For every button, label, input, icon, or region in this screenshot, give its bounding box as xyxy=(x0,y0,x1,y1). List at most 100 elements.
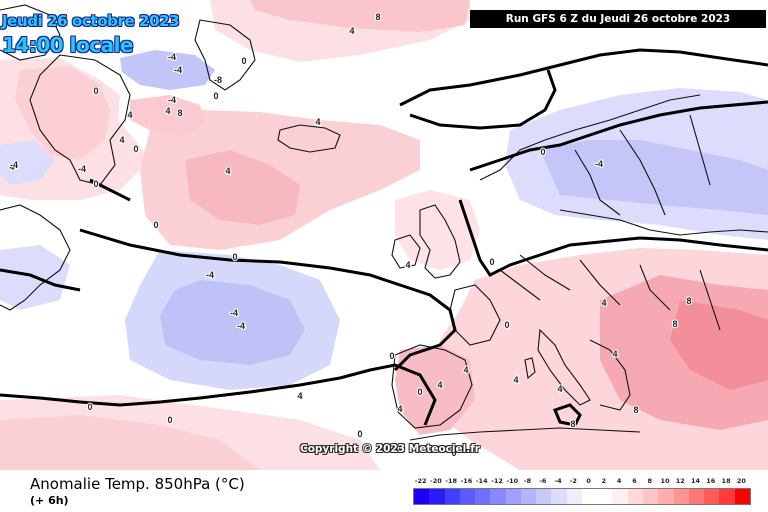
legend-label: 10 xyxy=(660,477,670,485)
legend-swatch xyxy=(612,489,628,504)
contour-label: -4 xyxy=(230,308,238,318)
anomaly-map: 8 4 0 -4 -4 4 4 8 0 4 0 0 -4 0 4 -4 -4 -4 0 4 4 -4 0 -8 -4 0 -4 0 4 0… xyxy=(0,0,768,470)
contour-label: 0 xyxy=(451,448,456,458)
cold-anomaly-baffin xyxy=(120,50,215,90)
legend-swatch xyxy=(658,489,674,504)
legend-label: -20 xyxy=(430,477,442,485)
italy-coast xyxy=(537,328,591,406)
contour-label: 0 xyxy=(87,402,92,412)
zero-anomaly-contour xyxy=(0,48,768,427)
cold-anomaly-labrador xyxy=(0,140,55,185)
contour-label: 0 xyxy=(133,144,138,154)
legend-swatch xyxy=(520,489,537,504)
warm-anomaly-south-core xyxy=(0,415,260,470)
contour-label: 0 xyxy=(417,387,422,397)
zero-contour-arctic-north xyxy=(409,69,557,130)
contour-label: -4 xyxy=(168,52,176,62)
warm-anomaly-north-strong xyxy=(250,0,470,32)
canada-arctic-coast xyxy=(0,4,61,61)
contour-label: 8 xyxy=(672,319,677,329)
contour-label: 0 xyxy=(504,320,509,330)
contour-label: 4 xyxy=(437,380,442,390)
legend-label: -14 xyxy=(475,477,488,485)
legend-swatch xyxy=(566,489,582,504)
contour-label: 4 xyxy=(165,106,170,116)
zero-contour-labrador xyxy=(89,178,131,202)
coastlines xyxy=(0,4,768,441)
forecast-step: (+ 6h) xyxy=(30,494,69,507)
contour-label: -4 xyxy=(174,65,182,75)
contour-label: 0 xyxy=(389,351,394,361)
legend-swatch xyxy=(475,489,491,504)
legend-swatch xyxy=(551,489,567,504)
legend-labels: -22 -20 -18 -16 -14 -12 -10 -8 -6 -4 -2 0 2 4 6 8 10 12 14… xyxy=(413,477,749,487)
contour-label: 4 xyxy=(225,166,230,176)
legend-label: 20 xyxy=(736,477,746,485)
legend-label: -16 xyxy=(460,477,473,485)
zero-contour-arctic xyxy=(399,48,768,107)
contour-label: 8 xyxy=(686,296,691,306)
legend-label: -6 xyxy=(539,477,547,485)
contour-label: 0 xyxy=(93,86,98,96)
contour-label: 0 xyxy=(540,147,545,157)
legend-label: -2 xyxy=(569,477,577,485)
ireland-coast xyxy=(391,234,421,269)
legend-swatch xyxy=(642,489,659,504)
contour-label: 0 xyxy=(167,415,172,425)
map-footer: Anomalie Temp. 850hPa (°C) (+ 6h) -22 -20… xyxy=(0,470,768,512)
warm-anomaly-east-core xyxy=(670,300,768,390)
contour-label: 4 xyxy=(513,375,518,385)
sardinia-corsica xyxy=(524,357,536,380)
warm-anomaly-greenland-inner xyxy=(15,66,110,160)
contour-label: 8 xyxy=(375,12,380,22)
legend-label: 14 xyxy=(691,477,701,485)
legend-label: -4 xyxy=(554,477,562,485)
contour-label: -8 xyxy=(214,75,222,85)
forecast-date-title: Jeudi 26 octobre 2023 xyxy=(2,12,180,30)
legend-label: 2 xyxy=(601,477,607,485)
balkans-coast xyxy=(589,339,631,411)
warm-anomaly-iceland xyxy=(130,95,205,135)
contour-label: 8 xyxy=(570,419,575,429)
legend-swatch xyxy=(490,489,506,504)
legend-swatch xyxy=(414,489,430,504)
legend-swatch xyxy=(581,489,598,504)
contour-label: 4 xyxy=(612,349,617,359)
contour-label: 4 xyxy=(315,117,320,127)
map-canvas: 840-4-44 4 80400-404-4-4-4044-40-8-40-4040… xyxy=(0,0,768,470)
legend-label: 18 xyxy=(721,477,731,485)
contour-label: 4 xyxy=(119,135,124,145)
contour-label: 0 xyxy=(93,179,98,189)
legend-label: 6 xyxy=(632,477,637,485)
anomaly-shading xyxy=(0,0,768,470)
legend-label: -12 xyxy=(491,477,503,485)
warm-anomaly-atlantic-core xyxy=(185,150,300,225)
sweden-finland-borders xyxy=(574,114,711,216)
contour-label: -4 xyxy=(237,321,245,331)
contour-label: 4 xyxy=(405,260,410,270)
contour-label: 0 xyxy=(489,257,494,267)
contour-label: 0 xyxy=(357,429,362,439)
contour-label: -4 xyxy=(206,270,214,280)
warm-anomaly-iberia xyxy=(395,345,475,435)
contour-label: 4 xyxy=(397,404,402,414)
contour-label: 8 xyxy=(177,108,182,118)
legend-swatch xyxy=(673,489,689,504)
iceland-coast xyxy=(277,124,341,153)
legend-swatch xyxy=(429,489,445,504)
color-scale-legend xyxy=(413,488,751,505)
legend-swatch xyxy=(536,489,552,504)
legend-label: -18 xyxy=(445,477,458,485)
greenland-east-coast xyxy=(194,19,256,91)
contour-label: 4 xyxy=(349,26,354,36)
legend-swatch xyxy=(704,489,720,504)
legend-swatch xyxy=(444,489,460,504)
legend-swatch xyxy=(459,489,476,504)
legend-label: 16 xyxy=(706,477,716,485)
zero-contour-west xyxy=(0,268,81,292)
zero-contour-atlantic xyxy=(79,228,457,372)
contour-label: 4 xyxy=(297,391,302,401)
legend-label: 0 xyxy=(586,477,591,485)
contour-label: -4 xyxy=(10,160,18,170)
legend-label: -8 xyxy=(523,477,532,485)
